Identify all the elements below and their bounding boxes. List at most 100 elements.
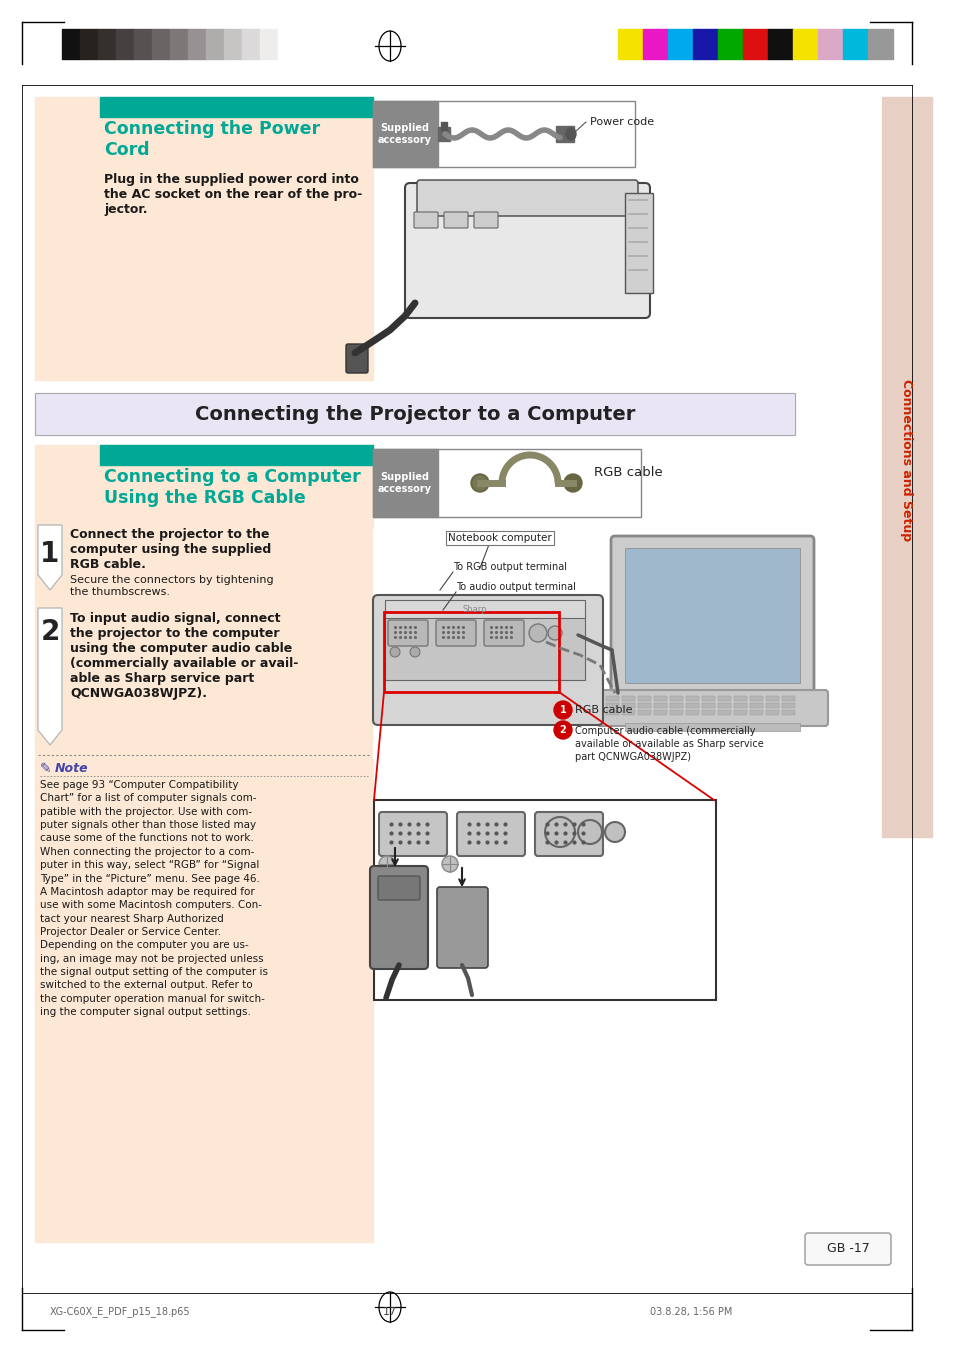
- Bar: [882, 97, 931, 838]
- Bar: [654, 696, 666, 701]
- Bar: [385, 615, 584, 680]
- Text: Sharp: Sharp: [462, 604, 487, 613]
- Text: Plug in the supplied power cord into
the AC socket on the rear of the pro-
jecto: Plug in the supplied power cord into the…: [104, 173, 362, 216]
- Text: Supplied
accessory: Supplied accessory: [377, 473, 432, 494]
- Text: Connecting the Projector to a Computer: Connecting the Projector to a Computer: [194, 404, 635, 423]
- Text: To RGB output terminal: To RGB output terminal: [453, 562, 566, 571]
- Text: RGB cable: RGB cable: [575, 705, 632, 715]
- Bar: [792, 28, 817, 59]
- Circle shape: [554, 701, 572, 719]
- Bar: [718, 711, 730, 715]
- Bar: [277, 28, 295, 59]
- Bar: [440, 122, 447, 130]
- Bar: [373, 101, 437, 168]
- Bar: [781, 696, 794, 701]
- Bar: [373, 449, 437, 517]
- Bar: [767, 28, 792, 59]
- Polygon shape: [38, 526, 62, 590]
- Bar: [817, 28, 842, 59]
- Bar: [733, 703, 746, 708]
- Bar: [170, 28, 188, 59]
- FancyBboxPatch shape: [377, 875, 419, 900]
- Bar: [749, 696, 762, 701]
- FancyBboxPatch shape: [804, 1233, 890, 1265]
- Bar: [152, 28, 170, 59]
- Text: GB -17: GB -17: [825, 1243, 868, 1255]
- Bar: [685, 703, 699, 708]
- Circle shape: [410, 647, 419, 657]
- Text: ✎: ✎: [40, 762, 51, 775]
- Bar: [188, 28, 206, 59]
- FancyBboxPatch shape: [443, 212, 468, 228]
- Polygon shape: [38, 608, 62, 744]
- Bar: [685, 696, 699, 701]
- FancyBboxPatch shape: [388, 620, 428, 646]
- Bar: [35, 393, 794, 435]
- Bar: [385, 600, 584, 617]
- Bar: [224, 28, 242, 59]
- Bar: [718, 696, 730, 701]
- Bar: [80, 28, 98, 59]
- Bar: [701, 703, 714, 708]
- Bar: [685, 711, 699, 715]
- Text: 1: 1: [559, 705, 566, 715]
- Bar: [701, 696, 714, 701]
- Bar: [242, 28, 260, 59]
- Bar: [206, 28, 224, 59]
- FancyBboxPatch shape: [535, 812, 602, 857]
- Bar: [654, 711, 666, 715]
- Bar: [260, 28, 277, 59]
- Circle shape: [563, 474, 581, 492]
- Bar: [765, 696, 779, 701]
- Circle shape: [578, 820, 601, 844]
- FancyBboxPatch shape: [597, 690, 827, 725]
- Circle shape: [378, 857, 395, 871]
- Bar: [742, 28, 767, 59]
- Bar: [373, 101, 635, 168]
- Text: Connect the projector to the
computer using the supplied
RGB cable.: Connect the projector to the computer us…: [70, 528, 271, 571]
- Bar: [373, 449, 640, 517]
- Text: Note: Note: [55, 762, 89, 775]
- Bar: [374, 800, 716, 1000]
- Bar: [605, 711, 618, 715]
- Bar: [62, 28, 80, 59]
- Text: 1: 1: [40, 540, 59, 567]
- Bar: [638, 711, 650, 715]
- Circle shape: [441, 857, 457, 871]
- Bar: [867, 28, 892, 59]
- Bar: [556, 126, 574, 142]
- FancyBboxPatch shape: [474, 212, 497, 228]
- Bar: [669, 703, 682, 708]
- Bar: [733, 696, 746, 701]
- Bar: [100, 444, 373, 465]
- Circle shape: [529, 624, 546, 642]
- Text: Power code: Power code: [589, 118, 654, 127]
- FancyBboxPatch shape: [414, 212, 437, 228]
- Text: To audio output terminal: To audio output terminal: [456, 582, 576, 592]
- Bar: [605, 696, 618, 701]
- Bar: [638, 703, 650, 708]
- Circle shape: [604, 821, 624, 842]
- Bar: [718, 28, 742, 59]
- Bar: [654, 703, 666, 708]
- Bar: [116, 28, 133, 59]
- Bar: [642, 28, 667, 59]
- Ellipse shape: [565, 128, 576, 141]
- FancyBboxPatch shape: [346, 345, 368, 373]
- Bar: [35, 97, 373, 380]
- Text: Notebook computer: Notebook computer: [448, 534, 551, 543]
- Text: Connections and Setup: Connections and Setup: [900, 378, 913, 540]
- Bar: [765, 711, 779, 715]
- FancyBboxPatch shape: [416, 180, 638, 216]
- Text: See page 93 “Computer Compatibility
Chart” for a list of computer signals com-
p: See page 93 “Computer Compatibility Char…: [40, 780, 268, 1017]
- Bar: [701, 711, 714, 715]
- Bar: [621, 696, 635, 701]
- Text: Connecting the Power
Cord: Connecting the Power Cord: [104, 120, 320, 159]
- Text: Supplied
accessory: Supplied accessory: [377, 123, 432, 145]
- Text: Connecting to a Computer
Using the RGB Cable: Connecting to a Computer Using the RGB C…: [104, 467, 360, 507]
- Circle shape: [544, 817, 575, 847]
- Ellipse shape: [473, 476, 486, 490]
- Bar: [618, 28, 642, 59]
- Bar: [624, 723, 800, 731]
- Bar: [733, 711, 746, 715]
